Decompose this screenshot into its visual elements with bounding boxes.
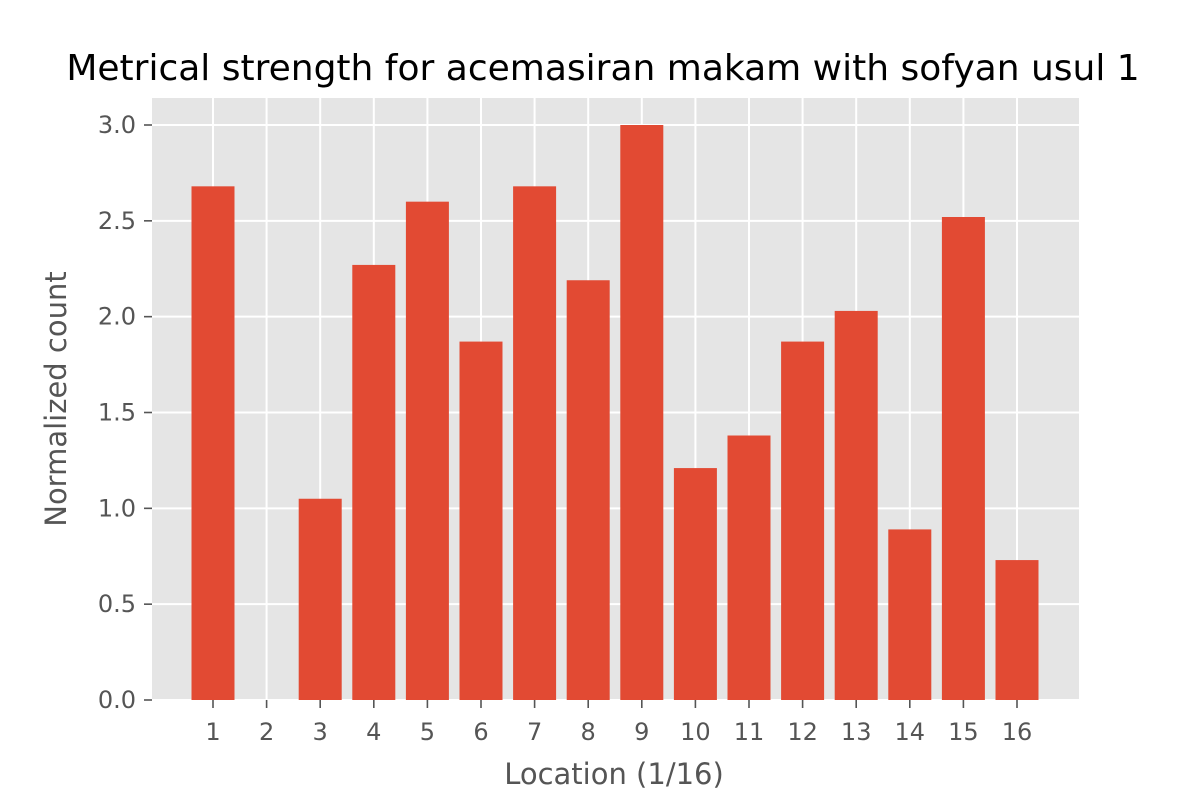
- x-tick-label: 7: [527, 718, 542, 746]
- y-tick-label: 2.0: [98, 303, 136, 331]
- x-tick-label: 2: [259, 718, 274, 746]
- bar-14: [888, 529, 932, 700]
- x-tick-label: 5: [420, 718, 435, 746]
- y-tick-label: 0.0: [98, 686, 136, 714]
- bar-8: [566, 280, 610, 700]
- x-tick-label: 16: [1002, 718, 1033, 746]
- y-tick-label: 1.0: [98, 494, 136, 522]
- plot-area: [152, 98, 1079, 700]
- x-tick-label: 14: [895, 718, 926, 746]
- x-tick-label: 11: [734, 718, 765, 746]
- bar-5: [405, 201, 449, 700]
- bar-9: [620, 125, 664, 700]
- x-tick-label: 1: [205, 718, 220, 746]
- y-axis-label: Normalized count: [39, 271, 73, 527]
- y-tick-label: 3.0: [98, 111, 136, 139]
- bar-13: [834, 310, 878, 700]
- x-tick-label: 10: [680, 718, 711, 746]
- x-tick-label: 15: [948, 718, 979, 746]
- bar-6: [459, 341, 503, 700]
- bar-15: [941, 217, 985, 700]
- bar-10: [673, 468, 717, 700]
- y-tick-label: 2.5: [98, 207, 136, 235]
- x-axis-ticks: 1 2 3 4 5 6 7 8 9 10 11 12 13 14 15 16: [205, 700, 1032, 746]
- bars: [191, 125, 1039, 701]
- bar-4: [352, 264, 396, 700]
- x-axis-label: Location (1/16): [504, 757, 724, 791]
- y-axis-ticks: 0.0 0.5 1.0 1.5 2.0 2.5 3.0: [98, 111, 152, 714]
- bar-7: [513, 186, 557, 701]
- x-tick-label: 12: [787, 718, 818, 746]
- x-tick-label: 6: [473, 718, 488, 746]
- bar-12: [781, 341, 825, 700]
- x-tick-label: 8: [581, 718, 596, 746]
- chart-title: Metrical strength for acemasiran makam w…: [66, 48, 1139, 89]
- x-tick-label: 13: [841, 718, 872, 746]
- bar-1: [191, 186, 235, 701]
- y-tick-label: 1.5: [98, 399, 136, 427]
- x-tick-label: 3: [313, 718, 328, 746]
- bar-3: [298, 498, 342, 700]
- x-tick-label: 4: [366, 718, 381, 746]
- bar-11: [727, 435, 771, 700]
- x-tick-label: 9: [634, 718, 649, 746]
- bar-16: [995, 560, 1039, 700]
- y-tick-label: 0.5: [98, 590, 136, 618]
